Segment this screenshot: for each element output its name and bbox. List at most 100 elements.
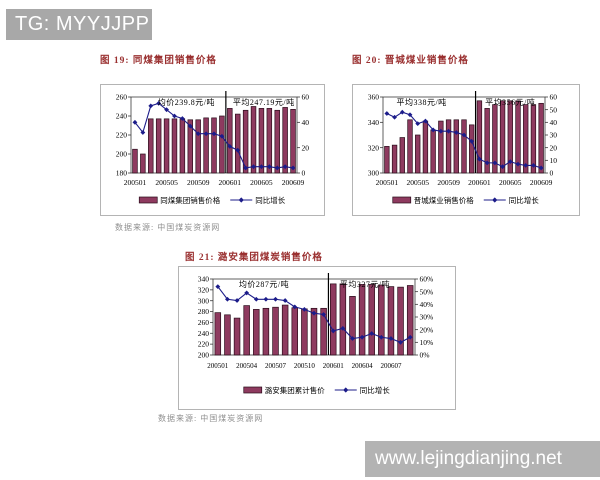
bar xyxy=(211,117,217,174)
svg-text:200609: 200609 xyxy=(282,178,305,187)
svg-text:200509: 200509 xyxy=(187,178,210,187)
data-point-marker xyxy=(266,164,272,170)
bar xyxy=(258,108,265,174)
y-axis-right: 0 10 20 30 40 50 60 xyxy=(545,93,557,178)
svg-text:260: 260 xyxy=(198,318,210,327)
svg-text:220: 220 xyxy=(116,131,128,140)
data-point-marker xyxy=(340,326,346,331)
bar xyxy=(492,104,498,174)
bar xyxy=(262,307,270,356)
svg-text:300: 300 xyxy=(198,296,210,305)
data-point-marker xyxy=(538,165,544,171)
bar xyxy=(274,109,280,174)
svg-text:200504: 200504 xyxy=(236,362,258,370)
bar xyxy=(272,306,279,356)
y-axis-left: 300 320 340 360 xyxy=(368,93,383,178)
legend-bar-label: 晋城煤业销售价格 xyxy=(414,195,474,205)
svg-text:200604: 200604 xyxy=(352,362,374,370)
figure-20-chart: 300 320 340 360 0 10 20 30 40 50 60 200501 200505 200… xyxy=(352,84,580,216)
svg-text:40: 40 xyxy=(550,118,558,127)
figure-20-title: 图 20: 晋城煤业销售价格 xyxy=(352,56,469,66)
data-point-marker xyxy=(484,160,490,166)
header-badge: TG: MYYJJPP xyxy=(6,9,152,40)
svg-text:均价287元/吨: 均价287元/吨 xyxy=(239,279,289,289)
data-point-marker xyxy=(369,331,375,336)
legend-bar-label: 潞安集团累计售价 xyxy=(265,385,325,395)
bar xyxy=(203,117,209,174)
figure-21-title: 图 21: 潞安集团煤炭销售价格 xyxy=(185,253,323,263)
x-axis: 200501 200505 200509 200601 200605 200609 xyxy=(124,178,305,187)
data-point-marker xyxy=(392,114,397,120)
bar xyxy=(378,284,385,356)
bar xyxy=(227,108,233,174)
svg-text:30%: 30% xyxy=(420,313,434,322)
svg-text:200601: 200601 xyxy=(468,178,491,187)
svg-text:200501: 200501 xyxy=(124,178,147,187)
data-point-marker xyxy=(164,107,169,113)
svg-text:平均338元/吨: 平均338元/吨 xyxy=(396,97,446,107)
bar xyxy=(155,118,162,174)
data-point-marker xyxy=(251,164,256,170)
data-point-marker xyxy=(148,103,154,109)
data-point-marker xyxy=(311,310,317,316)
svg-text:200501: 200501 xyxy=(376,178,399,187)
bar xyxy=(243,305,250,356)
data-point-marker xyxy=(282,298,288,303)
bar xyxy=(219,115,225,174)
bar xyxy=(397,286,404,356)
svg-text:60%: 60% xyxy=(420,275,434,284)
svg-text:220: 220 xyxy=(198,340,210,349)
svg-text:320: 320 xyxy=(368,143,380,152)
legend-bar-label: 同煤集团销售价格 xyxy=(160,195,220,205)
legend-line-label: 同比增长 xyxy=(509,195,539,205)
data-point-marker xyxy=(301,307,307,312)
data-point-marker xyxy=(274,165,280,171)
data-point-marker xyxy=(263,296,269,302)
source-note-1: 数据来源: 中国煤炭资源网 xyxy=(115,223,221,232)
svg-text:0%: 0% xyxy=(420,351,430,360)
bar xyxy=(445,119,452,174)
svg-text:60: 60 xyxy=(550,93,558,102)
bar xyxy=(148,118,154,174)
svg-text:平均327元/吨: 平均327元/吨 xyxy=(340,279,390,289)
data-point-marker xyxy=(378,334,384,340)
bar xyxy=(407,119,413,174)
svg-text:60: 60 xyxy=(302,93,310,102)
svg-text:200501: 200501 xyxy=(207,362,229,370)
data-point-marker xyxy=(415,121,421,126)
svg-text:平均356元/吨: 平均356元/吨 xyxy=(485,97,535,107)
x-axis: 200501 200504 200507 200510 200601 200604 2006… xyxy=(207,362,402,370)
bar xyxy=(282,107,288,174)
svg-text:10: 10 xyxy=(550,156,558,165)
bar xyxy=(438,120,444,174)
data-point-marker xyxy=(244,290,250,296)
bar xyxy=(523,104,529,174)
bar xyxy=(461,119,467,174)
bar xyxy=(179,118,186,174)
bar xyxy=(266,108,273,174)
bar xyxy=(476,100,483,174)
y-axis-right: 0 20 40 60 xyxy=(297,93,309,178)
svg-text:240: 240 xyxy=(198,329,210,338)
svg-text:200509: 200509 xyxy=(437,178,460,187)
bar xyxy=(399,137,405,174)
bar xyxy=(430,129,436,174)
data-point-marker xyxy=(477,156,482,162)
bar xyxy=(214,312,222,356)
bar xyxy=(330,283,337,356)
annotations: 均价239.8元/吨 平均247.19元/吨 xyxy=(158,97,294,107)
data-point-marker xyxy=(507,159,513,164)
bar xyxy=(339,283,347,356)
data-point-marker xyxy=(234,298,240,303)
data-point-marker xyxy=(321,312,327,317)
legend-bar-swatch xyxy=(138,196,158,204)
legend: 潞安集团累计售价 同比增长 xyxy=(243,385,390,395)
data-point-marker xyxy=(523,163,529,168)
svg-text:20: 20 xyxy=(302,143,310,152)
data-point-marker xyxy=(398,339,403,345)
svg-text:200505: 200505 xyxy=(155,178,178,187)
bar xyxy=(290,109,296,174)
data-point-marker xyxy=(282,164,288,170)
data-point-marker xyxy=(290,165,296,171)
